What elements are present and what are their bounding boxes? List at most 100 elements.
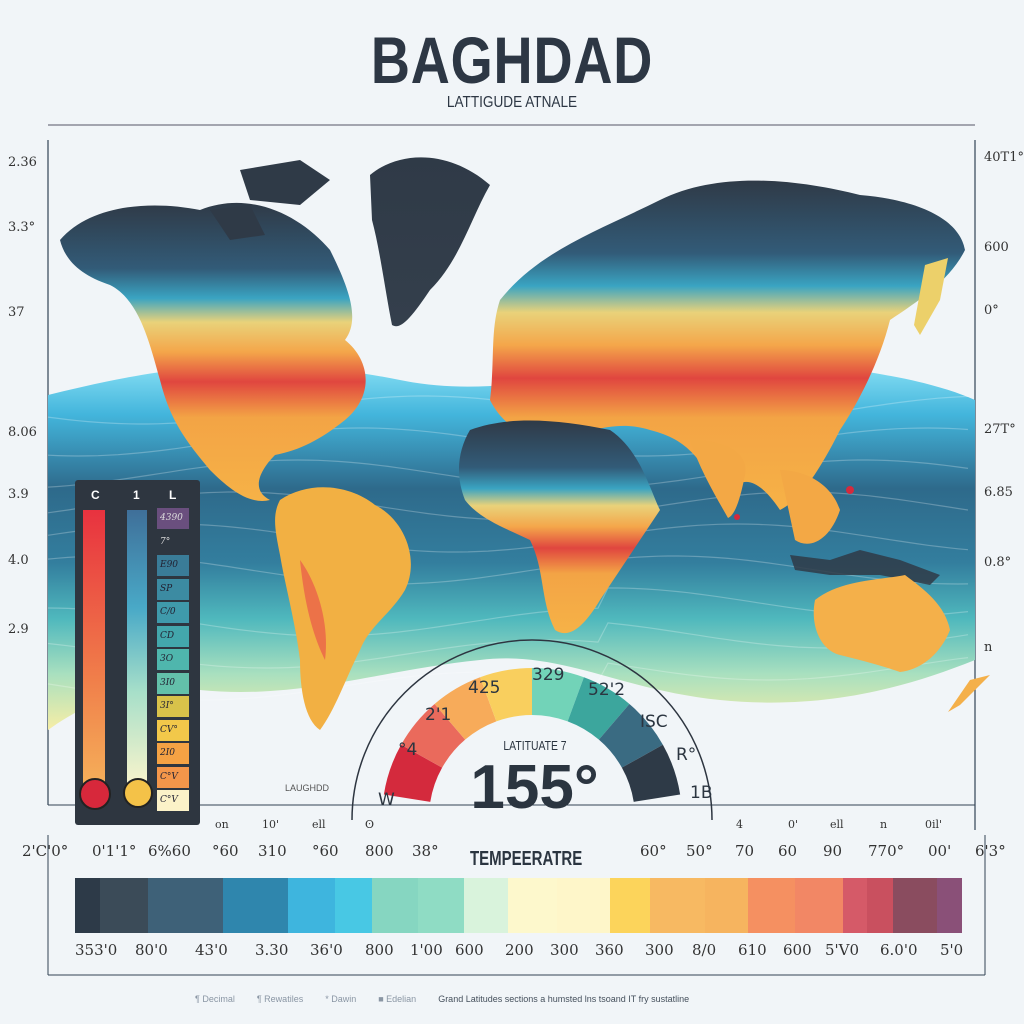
colorbar-segment <box>610 878 650 933</box>
gauge-tick-label: ISC <box>640 712 668 732</box>
scale-bottom-label: 1'00 <box>410 941 443 959</box>
scale-bottom-label: 300 <box>550 941 579 959</box>
gauge-arc <box>383 668 681 802</box>
map-small-label: LAUGHDD <box>285 783 330 793</box>
gauge-segment <box>532 668 584 722</box>
scale-bottom-label: 5'V0 <box>825 941 860 959</box>
colorbar-segment <box>795 878 843 933</box>
gauge-label: LATITUATE 7 <box>503 738 567 753</box>
gauge-segment <box>401 703 466 768</box>
scale-minor-label: 4 <box>736 818 743 831</box>
gauge-segment <box>598 703 663 768</box>
legend-swatch: C°V <box>157 766 189 788</box>
scale-top-label: 50° <box>686 842 713 860</box>
gauge-tick-label: 2'1 <box>425 705 452 725</box>
location-marker[interactable] <box>734 514 740 520</box>
gauge-outline <box>351 639 713 821</box>
scale-bottom-label: 3.30 <box>255 941 289 959</box>
colorbar-segment <box>335 878 372 933</box>
colorbar-segment <box>893 878 937 933</box>
right-axis-label: 40T1° <box>984 150 1024 165</box>
scale-top-label: 70 <box>735 842 755 860</box>
scale-top-label: 6%60 <box>148 842 191 860</box>
footer-legend: ¶ Decimal ¶ Rewatiles * Dawin ■ Edelian Gran… <box>195 994 689 1004</box>
gauge-segment <box>434 677 497 740</box>
north-america <box>60 202 366 501</box>
legend-swatch: 3O <box>157 649 189 670</box>
colorbar-segment <box>843 878 867 933</box>
scale-bottom-label: 200 <box>505 941 534 959</box>
right-axis-label: 0.8° <box>984 555 1012 570</box>
scale-top-label: 0'1'1° <box>92 842 137 860</box>
gauge-segment <box>383 744 443 802</box>
colorbar-segment <box>100 878 148 933</box>
colorbar-segment <box>418 878 464 933</box>
colorbar-segment <box>557 878 610 933</box>
gauge-tick-label: 425 <box>468 678 501 698</box>
arctic-islands <box>210 160 330 240</box>
scale-bottom-label: 360 <box>595 941 624 959</box>
scale-minor-label: ell <box>312 818 326 831</box>
right-axis-label: 0° <box>984 303 999 318</box>
legend-header: 1 <box>133 488 140 502</box>
scale-bottom-label: 5'0 <box>940 941 964 959</box>
colorbar-segment <box>464 878 508 933</box>
legend-swatch: 2I0 <box>157 743 189 764</box>
gauge-tick-label: 52'2 <box>588 680 626 700</box>
eurasia <box>490 180 965 510</box>
right-axis-label: 600 <box>984 240 1009 255</box>
gauge-tick-label: W <box>378 790 395 810</box>
scale-top-label: 770° <box>868 842 905 860</box>
legend-swatch: CD <box>157 625 189 647</box>
left-axis-label: 2.9 <box>8 622 29 637</box>
scale-bottom-label: 300 <box>645 941 674 959</box>
left-axis-label: 3.9 <box>8 487 29 502</box>
temperature-legend: C 1 L 4390 7° E90 SP C/0 CD 3O 3I0 3I° CV° 2I0 C°V C… <box>75 480 200 825</box>
scale-minor-label: 0' <box>788 818 799 831</box>
colorbar-segment <box>937 878 962 933</box>
left-axis-label: 37 <box>8 305 25 320</box>
colorbar-segment <box>867 878 893 933</box>
scale-minor-label: on <box>215 818 229 831</box>
legend-swatch: E90 <box>157 555 189 576</box>
scale-top-label: 310 <box>258 842 287 860</box>
australia <box>813 575 950 672</box>
thermometer-bulb-yellow <box>123 778 153 808</box>
scale-bottom-label: 6.0'0 <box>880 941 918 959</box>
left-axis-label: 3.3° <box>8 220 36 235</box>
right-axis-label: n <box>984 640 993 655</box>
scale-bottom-label: 800 <box>365 941 394 959</box>
greenland <box>370 157 490 327</box>
legend-swatch: 7° <box>157 531 189 553</box>
temperature-scale-title: TEMPEERATRE <box>470 848 583 870</box>
legend-swatch: C/0 <box>157 602 189 623</box>
south-america-heat <box>300 560 326 660</box>
thermometer-cool <box>127 510 147 790</box>
right-axis-label: 27T° <box>984 422 1016 437</box>
legend-swatch: 3I° <box>157 696 189 717</box>
colorbar-segment <box>75 878 100 933</box>
colorbar-segment <box>650 878 705 933</box>
left-axis-label: 4.0 <box>8 553 29 568</box>
scale-bottom-label: 600 <box>455 941 484 959</box>
scale-bottom-label: 36'0 <box>310 941 343 959</box>
gauge-tick-label: °4 <box>398 740 418 760</box>
scale-bottom-label: 8/0 <box>692 941 717 959</box>
scale-bottom-label: 80'0 <box>135 941 168 959</box>
scale-minor-label: 10' <box>262 818 280 831</box>
footer-item: ¶ Rewatiles <box>256 994 304 1004</box>
legend-swatch: C°V <box>157 790 189 811</box>
colorbar-segment <box>288 878 335 933</box>
scale-top-label: 90 <box>823 842 843 860</box>
colorbar-segment <box>748 878 795 933</box>
south-asia <box>690 440 840 544</box>
gauge-value: 155° <box>470 753 599 822</box>
temperature-colorbar <box>75 878 962 933</box>
scale-bottom-label: 353'0 <box>75 941 118 959</box>
scale-top-label: 60° <box>640 842 667 860</box>
location-marker[interactable] <box>846 486 854 494</box>
gauge-segment <box>621 744 681 802</box>
gauge-segment <box>480 668 532 722</box>
south-america <box>275 487 411 730</box>
